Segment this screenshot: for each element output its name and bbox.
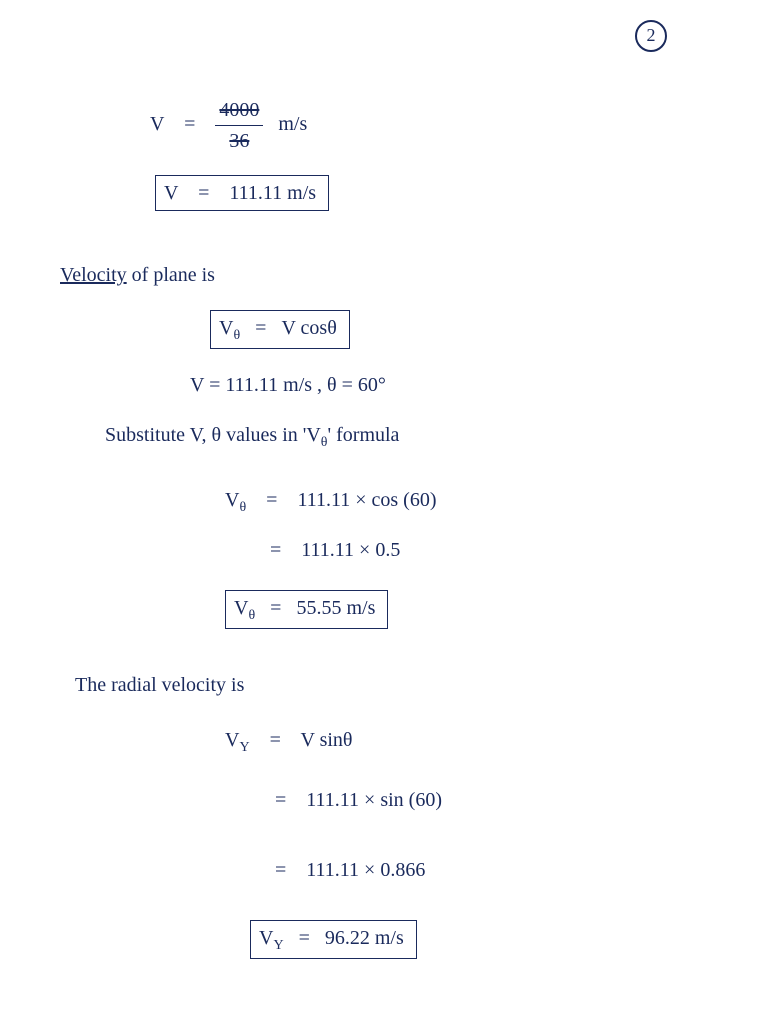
eq3-equals: = xyxy=(255,317,266,339)
eq4-text: V = 111.11 m/s , θ = 60° xyxy=(190,374,386,396)
page-number-badge: 2 xyxy=(635,20,667,52)
equation-vtheta-result-box: Vθ = 55.55 m/s xyxy=(225,590,388,629)
eq1-numerator: 4000 xyxy=(215,95,263,126)
eq7-rhs: 111.11 × 0.5 xyxy=(301,539,400,561)
heading-rest: of plane is xyxy=(132,264,215,286)
eq5-text: Substitute V, θ values in 'V xyxy=(105,424,321,446)
eq3-lhs: V xyxy=(219,317,233,339)
eq10-rhs: 111.11 × sin (60) xyxy=(306,789,442,811)
equation-vtheta-formula-box: Vθ = V cosθ xyxy=(210,310,350,349)
eq1-equals: = xyxy=(184,113,195,135)
eq8-rhs: 55.55 m/s xyxy=(296,597,375,619)
equation-v-result-box: V = 111.11 m/s xyxy=(155,175,329,211)
eq9-sub: Y xyxy=(239,740,249,755)
eq12-rhs: 96.22 m/s xyxy=(325,927,404,949)
eq7-equals: = xyxy=(270,539,281,561)
eq12-sub: Y xyxy=(273,938,283,953)
eq8-lhs: V xyxy=(234,597,248,619)
eq6-equals: = xyxy=(266,489,277,511)
eq5-tail: ' formula xyxy=(328,424,400,446)
heading-velocity-of-plane: Velocity of plane is xyxy=(60,260,215,290)
eq6-lhs: V xyxy=(225,489,239,511)
eq9-equals: = xyxy=(270,729,281,751)
eq3-sub: θ xyxy=(233,328,240,343)
eq12-equals: = xyxy=(299,927,310,949)
eq6-sub: θ xyxy=(239,500,246,515)
equation-given-values: V = 111.11 m/s , θ = 60° xyxy=(190,370,386,400)
equation-vy-step1: = 111.11 × sin (60) xyxy=(275,785,442,815)
eq8-sub: θ xyxy=(248,608,255,623)
h2-text: The radial velocity is xyxy=(75,674,244,696)
equation-vtheta-step1: Vθ = 111.11 × cos (60) xyxy=(225,485,437,518)
text-substitute: Substitute V, θ values in 'Vθ' formula xyxy=(105,420,399,453)
handwritten-page: 2 V = 4000 36 m/s V = 111.11 m/s Velocit… xyxy=(0,0,757,1024)
eq1-unit: m/s xyxy=(278,113,307,135)
heading-word-velocity: Velocity xyxy=(60,264,127,286)
equation-v-fraction: V = 4000 36 m/s xyxy=(150,95,307,156)
eq2-value: 111.11 m/s xyxy=(229,182,316,204)
heading-radial-velocity: The radial velocity is xyxy=(75,670,244,700)
eq9-rhs: V sinθ xyxy=(301,729,353,751)
eq12-lhs: V xyxy=(259,927,273,949)
eq3-rhs: V cosθ xyxy=(281,317,336,339)
eq1-fraction: 4000 36 xyxy=(215,95,263,156)
eq6-rhs: 111.11 × cos (60) xyxy=(297,489,436,511)
equation-vy-result-box: VY = 96.22 m/s xyxy=(250,920,417,959)
equation-vy-step2: = 111.11 × 0.866 xyxy=(275,855,425,885)
eq1-denominator: 36 xyxy=(215,126,263,156)
equation-vy-formula: VY = V sinθ xyxy=(225,725,353,758)
eq11-equals: = xyxy=(275,859,286,881)
eq10-equals: = xyxy=(275,789,286,811)
eq8-equals: = xyxy=(270,597,281,619)
eq2-lhs: V xyxy=(164,182,178,204)
eq5-sub: θ xyxy=(321,435,328,450)
equation-vtheta-step2: = 111.11 × 0.5 xyxy=(270,535,400,565)
eq9-lhs: V xyxy=(225,729,239,751)
eq1-lhs: V xyxy=(150,113,164,135)
eq11-rhs: 111.11 × 0.866 xyxy=(306,859,425,881)
eq2-equals: = xyxy=(198,182,209,204)
